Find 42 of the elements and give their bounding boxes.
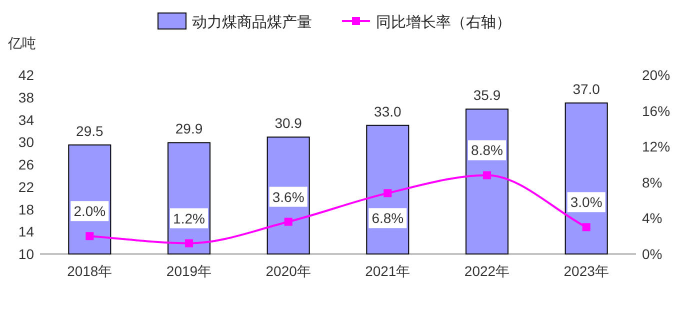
x-tick-label: 2018年 [67,263,112,279]
y-tick-label: 14 [18,224,34,240]
y-tick-label: 26 [18,156,34,172]
y-axis-title: 亿吨 [7,35,36,51]
point [86,232,94,240]
data-label: 3.6% [272,188,304,205]
x-tick-label: 2023年 [564,263,609,279]
y-tick-label: 42 [18,67,34,83]
data-label: 6.8% [372,210,404,226]
y2-tick-label: 16% [642,102,670,119]
x-tick-label: 2020年 [266,263,311,279]
data-label: 33.0 [374,103,402,120]
x-tick-label: 2022年 [464,263,510,279]
data-label: 8.8% [471,142,503,158]
y2-tick-label: 4% [642,210,662,226]
y-tick-label: 34 [18,112,34,128]
y2-tick-label: 12% [642,138,670,155]
data-label: 35.9 [473,87,501,104]
y-tick-label: 38 [18,89,34,106]
point [185,239,193,248]
y2-tick-label: 0% [642,246,662,262]
legend-label: 动力煤商品煤产量 [192,14,312,31]
point [284,218,292,226]
y2-tick-label: 20% [642,67,670,83]
data-label: 3.0% [570,194,602,210]
y-tick-label: 22 [18,178,34,195]
x-tick-label: 2021年 [365,263,410,279]
point [483,171,491,180]
legend-label: 同比增长率（右轴） [376,14,511,31]
point [582,223,590,232]
data-label: 1.2% [173,210,205,226]
y-tick-label: 18 [18,201,34,218]
y2-tick-label: 8% [642,174,662,190]
data-label: 2.0% [74,203,106,220]
y-tick-label: 30 [18,134,34,150]
y-tick-label: 10 [18,246,34,262]
point [384,189,392,198]
data-label: 29.9 [175,120,203,137]
data-label: 30.9 [274,115,302,132]
data-label: 29.5 [76,122,104,139]
data-label: 37.0 [572,80,600,97]
x-tick-label: 2019年 [166,263,212,279]
